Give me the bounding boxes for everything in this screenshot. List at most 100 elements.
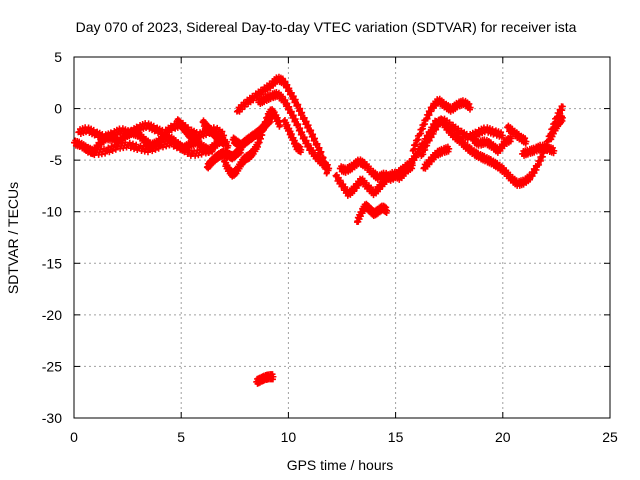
data-point (446, 145, 453, 152)
y-tick-label: -15 (42, 255, 62, 271)
data-point-fill (206, 149, 213, 156)
series-track-q (431, 115, 506, 143)
series-track-k (281, 117, 305, 156)
series-track-d (173, 116, 202, 147)
data-point-fill (288, 89, 295, 96)
y-axis-label: SDTVAR / TECUs (5, 182, 21, 294)
data-point-fill (180, 143, 187, 150)
data-point-fill (149, 148, 156, 155)
data-point (559, 103, 566, 110)
data-point-fill (305, 122, 312, 129)
data-point (499, 132, 506, 139)
data-point-fill (311, 135, 318, 142)
data-point-fill (290, 112, 297, 119)
data-point-fill (172, 139, 179, 146)
x-tick-label: 10 (281, 429, 297, 445)
data-point-fill (318, 148, 325, 155)
data-point-fill (284, 121, 291, 128)
data-point-fill (292, 115, 299, 122)
data-point-fill (282, 78, 289, 85)
plot-frame (73, 56, 611, 419)
data-point (221, 139, 228, 146)
data-point-fill (295, 101, 302, 108)
data-point-fill (183, 145, 190, 152)
data-point-fill (305, 140, 312, 147)
data-point-fill (286, 85, 293, 92)
y-tick-label: -20 (42, 307, 62, 323)
series-track-c (81, 137, 217, 159)
plot-border (73, 56, 611, 419)
data-point (225, 142, 232, 149)
x-tick-label: 15 (388, 429, 404, 445)
data-point-fill (303, 118, 310, 125)
data-point (210, 145, 217, 152)
data-point-fill (303, 137, 310, 144)
data-point-fill (90, 126, 97, 133)
series-track-j (255, 88, 333, 174)
data-point-fill (297, 143, 304, 150)
series-track-s (469, 133, 515, 156)
x-axis-ticks: 0 5 10 15 20 25 (70, 57, 618, 445)
data-point-fill (109, 147, 116, 154)
series-track-f (203, 144, 245, 172)
data-point-fill (219, 128, 226, 135)
series-track-u (519, 141, 558, 159)
data-point-fill (446, 119, 453, 126)
data-point-fill (87, 145, 94, 152)
data-point (508, 135, 515, 142)
chart-title: Day 070 of 2023, Sidereal Day-to-day VTE… (76, 19, 577, 35)
data-point-fill (168, 127, 175, 134)
data-point (384, 207, 391, 214)
data-point-fill (466, 100, 473, 107)
data-point-fill (308, 127, 315, 134)
data-point-fill (383, 204, 390, 211)
data-point (523, 138, 530, 145)
data-point-fill (489, 126, 496, 133)
data-point (298, 146, 305, 153)
data-point-fill (295, 121, 302, 128)
data-point-fill (106, 149, 113, 156)
x-tick-label: 0 (70, 429, 78, 445)
data-point (270, 373, 277, 380)
series-track-n (354, 200, 391, 226)
y-tick-label: -30 (42, 410, 62, 426)
x-tick-label: 5 (177, 429, 185, 445)
data-points (71, 73, 566, 387)
x-tick-label: 20 (495, 429, 511, 445)
y-tick-label: -5 (50, 152, 63, 168)
data-point-fill (498, 129, 505, 136)
data-point-fill (163, 143, 170, 150)
y-tick-label: -10 (42, 204, 62, 220)
data-point (551, 147, 558, 154)
data-point-fill (314, 140, 321, 147)
data-point-fill (286, 103, 293, 110)
data-point-fill (288, 131, 295, 138)
series-track-v (546, 113, 566, 143)
data-point (268, 115, 275, 122)
series-track-i (233, 73, 330, 177)
data-point-fill (108, 134, 115, 141)
data-point (559, 114, 566, 121)
data-point-fill (310, 131, 317, 138)
data-point-fill (279, 93, 286, 100)
data-point-fill (316, 144, 323, 151)
data-point-fill (202, 150, 209, 157)
x-axis-label: GPS time / hours (287, 457, 394, 473)
data-point-fill (301, 114, 308, 121)
y-tick-label: 0 (54, 101, 62, 117)
data-point-fill (299, 129, 306, 136)
data-point-fill (288, 108, 295, 115)
data-point-fill (209, 148, 216, 155)
data-point-fill (297, 125, 304, 132)
series-track-b (75, 119, 228, 143)
data-point-fill (186, 147, 193, 154)
data-point-fill (297, 105, 304, 112)
data-point-fill (152, 146, 159, 153)
data-point-fill (176, 141, 183, 148)
x-tick-label: 25 (602, 429, 618, 445)
data-point (326, 165, 333, 172)
data-point-fill (324, 161, 331, 168)
data-point-fill (250, 97, 257, 104)
data-point-fill (301, 134, 308, 141)
